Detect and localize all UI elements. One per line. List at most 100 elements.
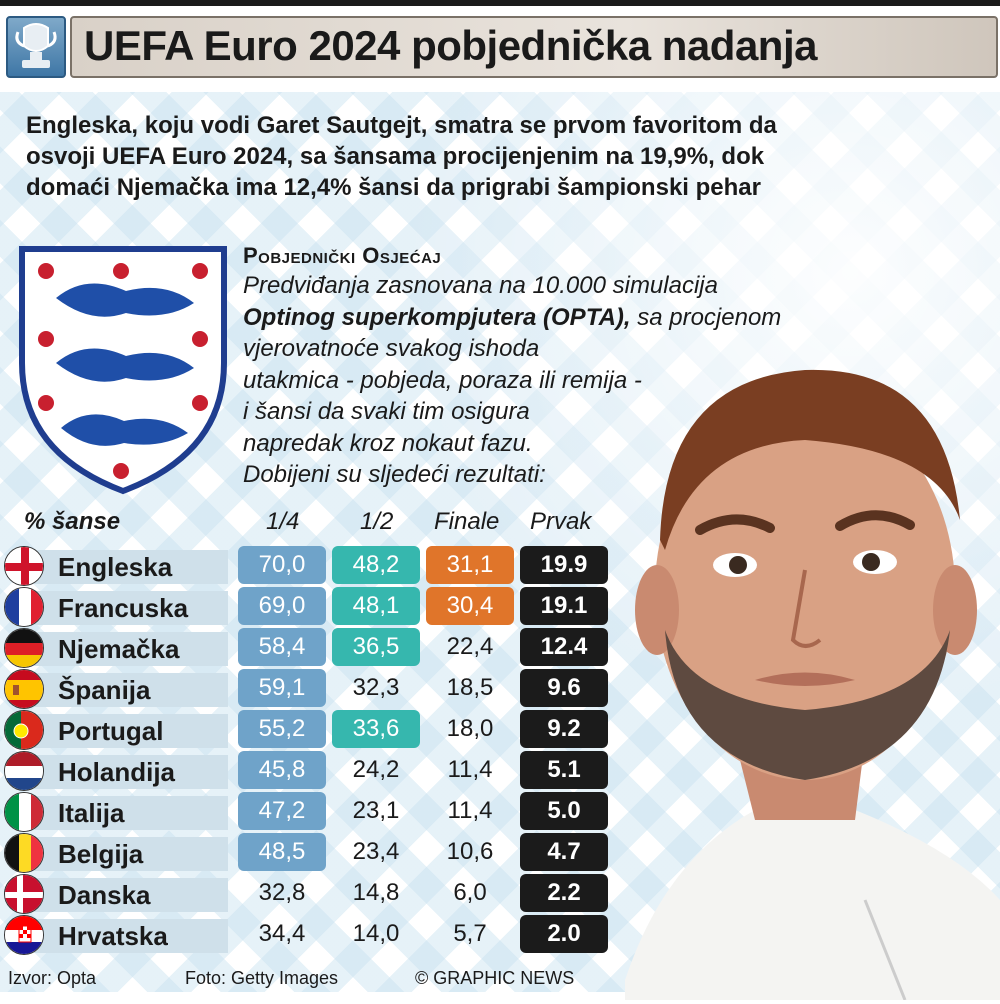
trophy-icon <box>15 23 57 68</box>
name-band <box>22 714 228 748</box>
table-row: Francuska 69,0 48,1 30,4 19.1 <box>0 587 610 627</box>
title-bar <box>70 16 998 78</box>
netherlands-flag-icon <box>4 751 44 791</box>
name-band <box>22 673 228 707</box>
semifinal-chance: 24,2 <box>352 756 400 783</box>
top-rule <box>0 0 1000 6</box>
coach-portrait <box>625 369 1000 1000</box>
table-row: Portugal 55,2 33,6 18,0 9.2 <box>0 710 610 750</box>
team-name: Italija <box>58 798 125 828</box>
quarterfinal-chance: 34,4 <box>258 920 306 947</box>
column-header-quarter: 1/4 <box>266 508 300 535</box>
winner-chance: 4.7 <box>520 833 608 871</box>
method-line: i šansi da svaki tim osigura <box>243 398 530 425</box>
semifinal-chance: 23,4 <box>352 838 400 865</box>
column-header-final: Finale <box>434 508 500 535</box>
euro-trophy-logo <box>6 16 66 78</box>
semifinal-chance: 23,1 <box>352 797 400 824</box>
intro-text: Engleska, koju vodi Garet Sautgejt, smat… <box>26 110 926 203</box>
quarterfinal-chance: 58,4 <box>238 628 326 666</box>
table-row: Hrvatska 34,4 14,0 5,7 2.0 <box>0 915 610 955</box>
belgium-flag-icon <box>4 833 44 873</box>
name-band <box>22 755 228 789</box>
method-line: Dobijeni su sljedeći rezultati: <box>243 461 546 488</box>
table-row: Danska 32,8 14,8 6,0 2.2 <box>0 874 610 914</box>
semifinal-chance: 32,3 <box>352 674 400 701</box>
name-band <box>22 796 228 830</box>
germany-flag-icon <box>4 628 44 668</box>
column-header-semi: 1/2 <box>360 508 394 535</box>
table-row: Holandija 45,8 24,2 11,4 5.1 <box>0 751 610 791</box>
england-crest-icon <box>19 246 227 495</box>
team-name: Engleska <box>58 552 173 582</box>
name-band <box>22 591 228 625</box>
team-name: Danska <box>58 880 151 910</box>
table-row: Engleska 70,0 48,2 31,1 19.9 <box>0 546 610 586</box>
spain-flag-icon <box>4 669 44 709</box>
intro-line: Engleska, koju vodi Garet Sautgejt, smat… <box>26 112 777 139</box>
final-chance: 30,4 <box>426 587 514 625</box>
final-chance: 18,0 <box>446 715 494 742</box>
final-chance: 5,7 <box>453 920 487 947</box>
method-line-rest: sa procjenom <box>630 303 782 331</box>
england-flag-icon <box>4 546 44 586</box>
semifinal-chance: 36,5 <box>332 628 420 666</box>
name-band <box>22 919 228 953</box>
column-header-chances: % šanse <box>24 508 121 535</box>
team-name: Holandija <box>58 757 176 787</box>
quarterfinal-chance: 55,2 <box>238 710 326 748</box>
method-line: napredak kroz nokaut fazu. <box>243 429 533 457</box>
semifinal-chance: 48,2 <box>332 546 420 584</box>
quarterfinal-chance: 69,0 <box>238 587 326 625</box>
team-name: Hrvatska <box>58 921 168 951</box>
graphic-credit: © GRAPHIC NEWS <box>415 968 575 988</box>
method-line: Predviđanja zasnovana na 10.000 simulaci… <box>243 272 718 299</box>
croatia-flag-icon <box>4 915 44 955</box>
method-description: Predviđanja zasnovana na 10.000 simulaci… <box>243 270 883 491</box>
quarterfinal-chance: 48,5 <box>238 833 326 871</box>
final-chance: 31,1 <box>426 546 514 584</box>
section-title: Pobjednički Osjećaj <box>243 243 442 268</box>
intro-line: domaći Njemačka ima 12,4% šansi da prigr… <box>26 174 761 201</box>
quarterfinal-chance: 47,2 <box>238 792 326 830</box>
method-line: utakmica - pobjeda, poraza ili remija - <box>243 366 642 394</box>
quarterfinal-chance: 70,0 <box>238 546 326 584</box>
semifinal-chance: 14,8 <box>352 879 400 906</box>
photo-credit: Foto: Getty Images <box>185 968 339 988</box>
opta-name: Optinog superkompjutera (OPTA), <box>243 303 631 331</box>
method-line: vjerovatnoće svakog ishoda <box>243 335 540 362</box>
source-credit: Izvor: Opta <box>8 968 97 988</box>
semifinal-chance: 14,0 <box>352 920 400 947</box>
winner-chance: 5.0 <box>520 792 608 830</box>
winner-chance: 5.1 <box>520 751 608 789</box>
italy-flag-icon <box>4 792 44 832</box>
name-band <box>22 550 228 584</box>
winner-chance: 2.0 <box>520 915 608 953</box>
portugal-flag-icon <box>4 710 44 750</box>
final-chance: 10,6 <box>446 838 494 865</box>
team-name: Francuska <box>58 593 189 623</box>
winner-chance: 19.9 <box>520 546 608 584</box>
table-row: Italija 47,2 23,1 11,4 5.0 <box>0 792 610 832</box>
table-row: Belgija 48,5 23,4 10,6 4.7 <box>0 833 610 873</box>
final-chance: 11,4 <box>447 756 493 783</box>
winner-chance: 2.2 <box>520 874 608 912</box>
name-band <box>22 837 228 871</box>
team-name: Njemačka <box>58 634 180 664</box>
final-chance: 18,5 <box>446 674 494 701</box>
table-row: Španija 59,1 32,3 18,5 9.6 <box>0 669 610 709</box>
quarterfinal-chance: 45,8 <box>238 751 326 789</box>
name-band <box>22 632 228 666</box>
winner-chance: 19.1 <box>520 587 608 625</box>
denmark-flag-icon <box>4 874 44 914</box>
france-flag-icon <box>4 587 44 627</box>
winner-chance: 9.2 <box>520 710 608 748</box>
semifinal-chance: 48,1 <box>332 587 420 625</box>
winner-chance: 12.4 <box>520 628 608 666</box>
semifinal-chance: 33,6 <box>332 710 420 748</box>
team-name: Belgija <box>58 839 144 869</box>
final-chance: 6,0 <box>453 879 487 906</box>
final-chance: 22,4 <box>446 633 494 660</box>
column-header-winner: Prvak <box>530 508 592 535</box>
quarterfinal-chance: 59,1 <box>238 669 326 707</box>
